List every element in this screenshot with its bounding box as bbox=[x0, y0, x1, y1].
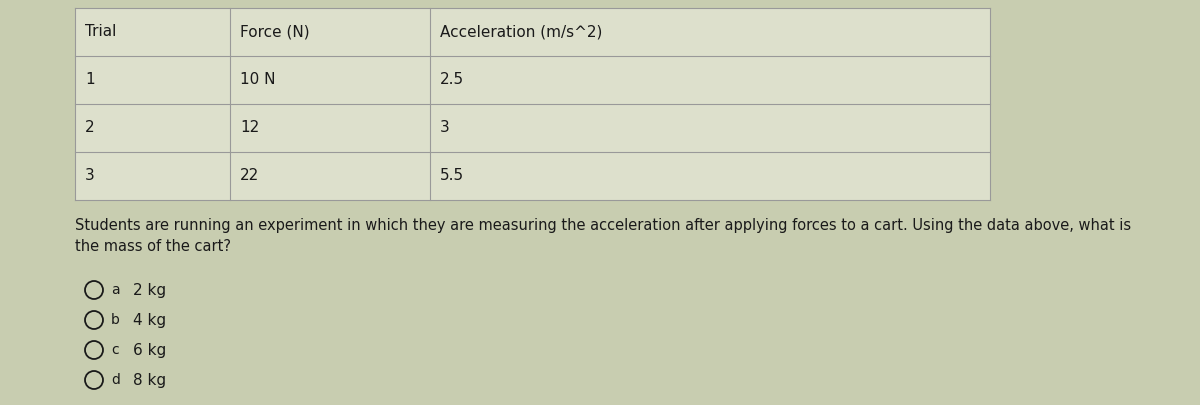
Text: 3: 3 bbox=[440, 121, 450, 136]
Text: 5.5: 5.5 bbox=[440, 168, 464, 183]
Text: 1: 1 bbox=[85, 72, 95, 87]
Text: 6 kg: 6 kg bbox=[133, 343, 167, 358]
Text: Acceleration (m/s^2): Acceleration (m/s^2) bbox=[440, 24, 602, 40]
Text: b: b bbox=[112, 313, 120, 327]
Text: 8 kg: 8 kg bbox=[133, 373, 166, 388]
Text: 22: 22 bbox=[240, 168, 259, 183]
Text: 12: 12 bbox=[240, 121, 259, 136]
Text: 4 kg: 4 kg bbox=[133, 313, 166, 328]
Text: 3: 3 bbox=[85, 168, 95, 183]
Text: Force (N): Force (N) bbox=[240, 24, 310, 40]
Text: 2: 2 bbox=[85, 121, 95, 136]
Text: a: a bbox=[112, 283, 120, 297]
FancyBboxPatch shape bbox=[74, 8, 990, 200]
Text: d: d bbox=[112, 373, 120, 387]
Text: Students are running an experiment in which they are measuring the acceleration : Students are running an experiment in wh… bbox=[74, 218, 1132, 254]
Text: 2.5: 2.5 bbox=[440, 72, 464, 87]
Text: 2 kg: 2 kg bbox=[133, 283, 166, 298]
Text: 10 N: 10 N bbox=[240, 72, 276, 87]
Text: Trial: Trial bbox=[85, 24, 116, 40]
Text: c: c bbox=[112, 343, 119, 357]
